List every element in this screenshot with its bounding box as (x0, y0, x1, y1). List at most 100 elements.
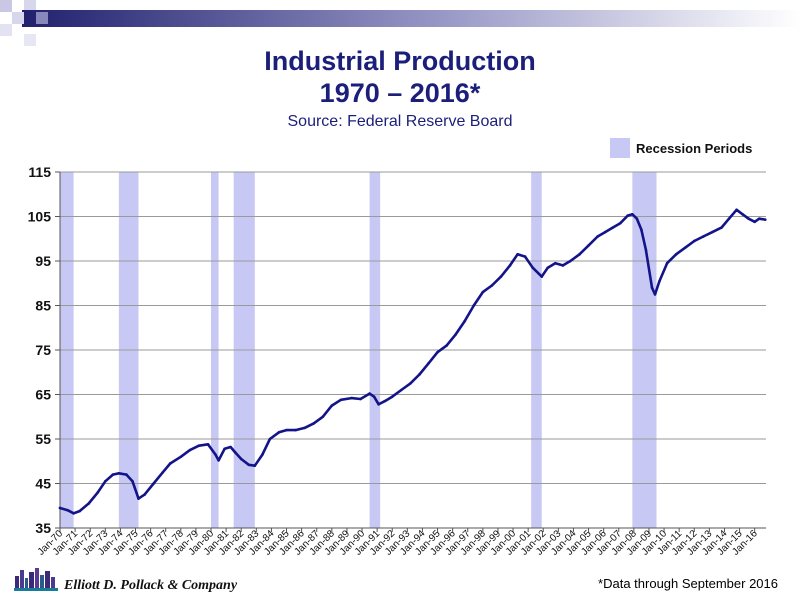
series-group (58, 208, 767, 515)
data-point (596, 235, 599, 238)
data-point (757, 217, 761, 221)
data-point (233, 451, 237, 454)
header-square (0, 24, 12, 36)
data-point (569, 259, 572, 263)
data-point (658, 279, 661, 283)
data-point (188, 448, 192, 452)
chart-title-years: 1970 – 2016* (319, 78, 481, 108)
data-point (445, 344, 448, 347)
series-line (58, 208, 767, 515)
data-point (372, 395, 376, 399)
data-point (229, 445, 232, 449)
data-point (223, 447, 226, 451)
data-point (516, 253, 519, 256)
y-tick-label: 35 (35, 520, 51, 536)
data-point (197, 444, 201, 447)
data-point (330, 404, 334, 407)
y-tick-label: 105 (28, 209, 52, 225)
data-point (152, 482, 155, 485)
data-point (665, 261, 669, 265)
header-square (24, 0, 36, 10)
legend-label: Recession Periods (636, 141, 752, 156)
header-decoration (0, 0, 800, 46)
data-point (168, 462, 172, 465)
data-point (747, 217, 750, 221)
data-point (383, 399, 386, 403)
data-point (72, 512, 75, 515)
data-point (702, 235, 705, 238)
data-point (436, 350, 439, 354)
data-point (285, 428, 288, 432)
data-point (650, 286, 654, 290)
data-point (312, 422, 316, 425)
data-point (214, 453, 217, 456)
data-point (58, 506, 62, 510)
data-point (78, 509, 81, 513)
data-point (644, 248, 648, 252)
data-point (531, 266, 534, 269)
data-point (206, 443, 210, 446)
data-point (294, 428, 297, 432)
data-point (261, 453, 264, 456)
data-point (674, 253, 678, 256)
data-point (117, 471, 121, 475)
data-point (277, 431, 281, 434)
data-point (578, 253, 581, 256)
chart-source: Source: Federal Reserve Board (287, 113, 513, 130)
data-point (321, 415, 325, 419)
legend: Recession Periods (610, 138, 752, 158)
header-square (24, 34, 36, 46)
header-gradient-bar (22, 10, 800, 27)
data-point (540, 275, 544, 278)
data-point (96, 491, 100, 494)
data-point (735, 208, 738, 212)
data-point (239, 457, 243, 461)
data-point (640, 228, 643, 232)
data-point (727, 217, 731, 221)
data-point (427, 362, 430, 365)
data-point (454, 333, 457, 336)
data-point (339, 398, 343, 402)
header-square (0, 0, 12, 12)
data-point (741, 212, 744, 216)
data-point (247, 463, 251, 467)
data-point (268, 437, 272, 441)
data-point (523, 255, 527, 258)
data-point (217, 459, 220, 462)
y-tick-label: 45 (35, 476, 51, 492)
data-point (692, 239, 696, 243)
data-point (359, 397, 362, 401)
data-point (546, 266, 550, 269)
data-point (499, 275, 503, 278)
data-point (463, 319, 467, 323)
header-square (12, 12, 24, 24)
data-point (111, 473, 115, 476)
data-point (104, 479, 107, 483)
data-point (179, 455, 183, 459)
data-point (720, 226, 723, 229)
data-point (653, 293, 657, 296)
data-point (611, 226, 615, 229)
data-point (554, 261, 557, 265)
grid-lines (60, 171, 766, 484)
data-point (683, 246, 687, 249)
data-point (753, 220, 756, 224)
company-logo-icon (14, 568, 58, 591)
line-chart: 35455565758595105115Jan-70Jan-71Jan-72Ja… (28, 138, 767, 558)
data-point (399, 388, 403, 392)
legend-swatch (610, 138, 630, 158)
data-point (631, 212, 634, 216)
data-point (368, 392, 371, 395)
y-tick-label: 95 (35, 253, 51, 269)
data-point (143, 493, 146, 496)
y-tick-label: 55 (35, 431, 51, 447)
y-tick-label: 85 (35, 298, 51, 314)
data-point (253, 464, 257, 468)
data-point (161, 471, 164, 474)
data-point (508, 264, 512, 267)
data-point (763, 218, 767, 221)
company-name: Elliott D. Pollack & Company (64, 578, 238, 593)
data-footnote: *Data through September 2016 (598, 576, 778, 591)
data-point (472, 304, 476, 307)
data-point (561, 264, 565, 267)
